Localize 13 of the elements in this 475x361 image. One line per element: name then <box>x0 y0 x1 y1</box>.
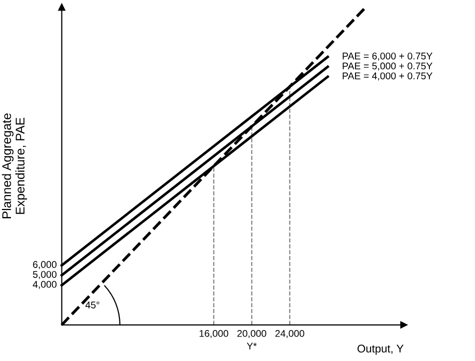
x-tick-label: 16,000 <box>200 330 228 338</box>
x-tick-label: 24,000 <box>275 330 304 338</box>
text: Y* <box>246 342 257 350</box>
y-axis-title: Planned Aggregate Expenditure, PAE <box>2 113 28 218</box>
y-tick-label: 6,000 <box>33 261 57 270</box>
series-label: PAE = 4,000 + 0.75Y <box>342 72 432 80</box>
x-tick-label: 20,000 <box>237 330 266 338</box>
series-label: PAE = 5,000 + 0.75Y <box>342 62 432 71</box>
x-axis-title: Output, Y <box>358 344 404 355</box>
series-label: PAE = 6,000 + 0.75Y <box>342 52 432 61</box>
y-tick-label: 4,000 <box>32 280 57 289</box>
y-tick-label: 5,000 <box>32 270 57 280</box>
annotation: 45° <box>85 302 100 308</box>
